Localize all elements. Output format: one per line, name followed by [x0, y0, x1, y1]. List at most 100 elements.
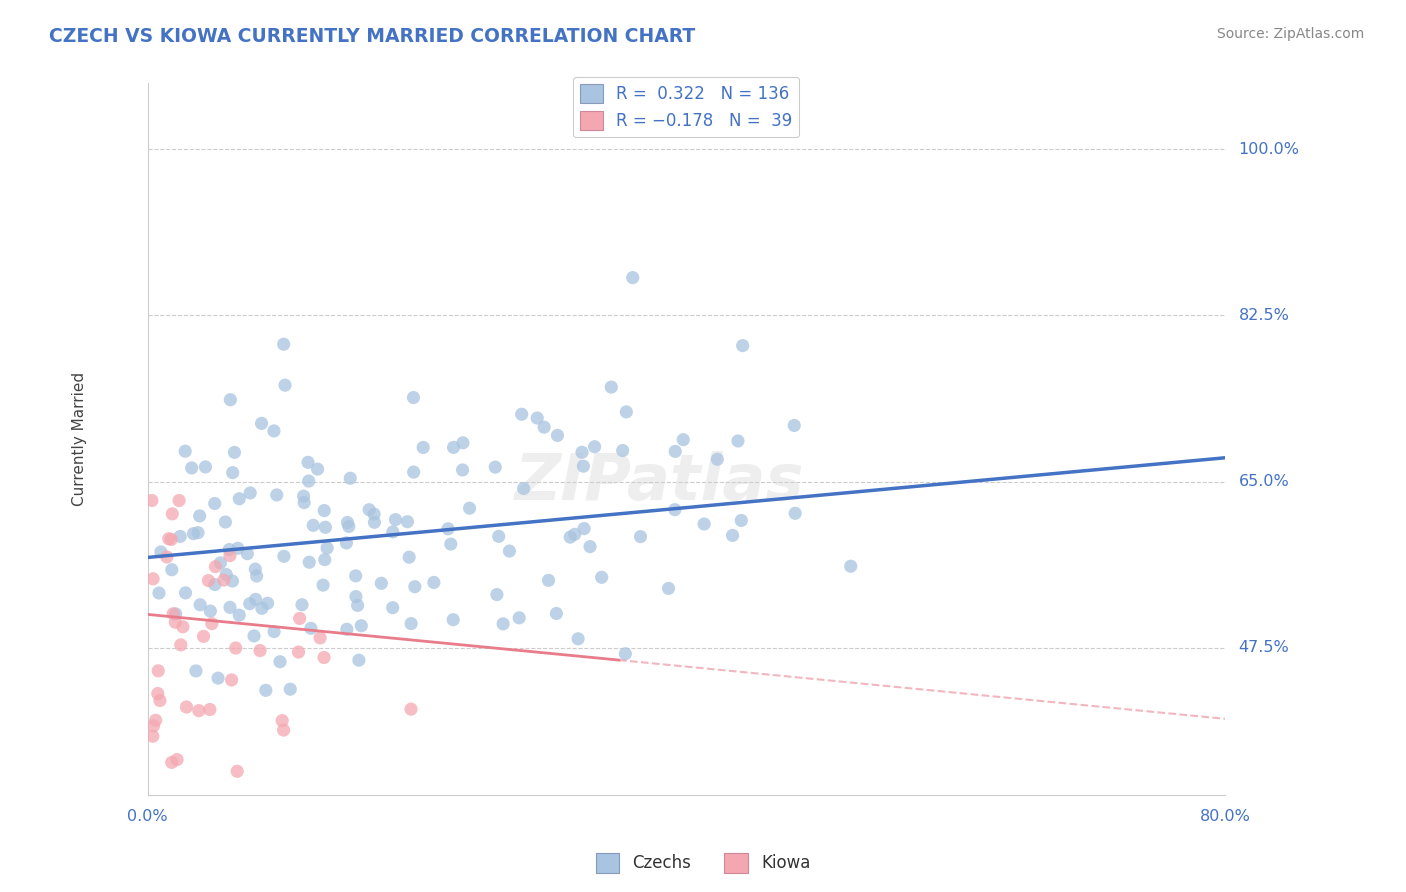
Point	[381, 524, 404, 539]
Point	[288, 611, 311, 625]
Point	[839, 559, 862, 574]
Point	[169, 529, 191, 543]
Point	[347, 653, 370, 667]
Point	[197, 574, 219, 588]
Point	[336, 622, 359, 636]
Point	[256, 596, 278, 610]
Point	[440, 537, 463, 551]
Point	[399, 702, 422, 716]
Point	[172, 620, 194, 634]
Point	[512, 482, 534, 496]
Point	[263, 424, 285, 438]
Point	[298, 474, 321, 488]
Point	[693, 516, 716, 531]
Point	[458, 501, 481, 516]
Legend: Czechs, Kiowa: Czechs, Kiowa	[589, 847, 817, 880]
Point	[250, 417, 273, 431]
Point	[614, 647, 637, 661]
Text: Currently Married: Currently Married	[72, 372, 87, 506]
Point	[193, 629, 215, 643]
Point	[298, 555, 321, 569]
Point	[271, 714, 294, 728]
Point	[142, 572, 165, 586]
Point	[292, 489, 315, 503]
Point	[180, 461, 202, 475]
Point	[612, 443, 634, 458]
Point	[402, 391, 425, 405]
Point	[221, 574, 243, 588]
Point	[228, 491, 250, 506]
Point	[312, 650, 335, 665]
Point	[297, 455, 319, 469]
Point	[219, 600, 242, 615]
Point	[187, 525, 209, 540]
Point	[526, 411, 548, 425]
Point	[344, 569, 367, 583]
Point	[664, 502, 686, 516]
Point	[591, 570, 613, 584]
Point	[274, 378, 297, 392]
Point	[184, 664, 207, 678]
Point	[363, 507, 385, 521]
Point	[336, 516, 359, 530]
Point	[146, 686, 169, 700]
Point	[160, 563, 183, 577]
Point	[614, 405, 637, 419]
Point	[337, 519, 360, 533]
Point	[269, 655, 291, 669]
Point	[142, 719, 165, 733]
Point	[443, 441, 465, 455]
Point	[250, 601, 273, 615]
Point	[170, 638, 193, 652]
Point	[239, 486, 262, 500]
Legend: R =  0.322   N = 136, R = −0.178   N =  39: R = 0.322 N = 136, R = −0.178 N = 39	[574, 77, 800, 137]
Point	[621, 270, 644, 285]
Point	[339, 471, 361, 485]
Point	[243, 629, 266, 643]
Point	[314, 552, 336, 566]
Point	[299, 621, 322, 635]
Point	[451, 435, 474, 450]
Point	[214, 515, 236, 529]
Point	[221, 673, 243, 687]
Point	[215, 567, 238, 582]
Point	[174, 444, 197, 458]
Point	[204, 577, 226, 591]
Point	[533, 420, 555, 434]
Point	[273, 549, 295, 564]
Point	[441, 613, 464, 627]
Point	[399, 616, 422, 631]
Point	[176, 700, 198, 714]
Point	[567, 632, 589, 646]
Point	[335, 536, 357, 550]
Point	[571, 445, 593, 459]
Text: 82.5%: 82.5%	[1239, 308, 1289, 323]
Point	[221, 466, 243, 480]
Point	[188, 598, 211, 612]
Point	[156, 549, 179, 564]
Point	[572, 459, 595, 474]
Point	[316, 541, 339, 555]
Point	[302, 518, 325, 533]
Point	[314, 503, 336, 517]
Text: Source: ZipAtlas.com: Source: ZipAtlas.com	[1216, 27, 1364, 41]
Point	[207, 671, 229, 685]
Point	[218, 542, 240, 557]
Point	[664, 444, 686, 458]
Point	[219, 392, 242, 407]
Point	[200, 604, 222, 618]
Point	[370, 576, 392, 591]
Point	[278, 682, 301, 697]
Point	[350, 619, 373, 633]
Point	[510, 407, 533, 421]
Point	[537, 574, 560, 588]
Point	[187, 704, 209, 718]
Point	[359, 502, 381, 516]
Point	[564, 527, 586, 541]
Point	[412, 441, 434, 455]
Point	[572, 522, 595, 536]
Point	[209, 556, 232, 570]
Point	[344, 590, 367, 604]
Point	[492, 616, 515, 631]
Point	[292, 495, 315, 509]
